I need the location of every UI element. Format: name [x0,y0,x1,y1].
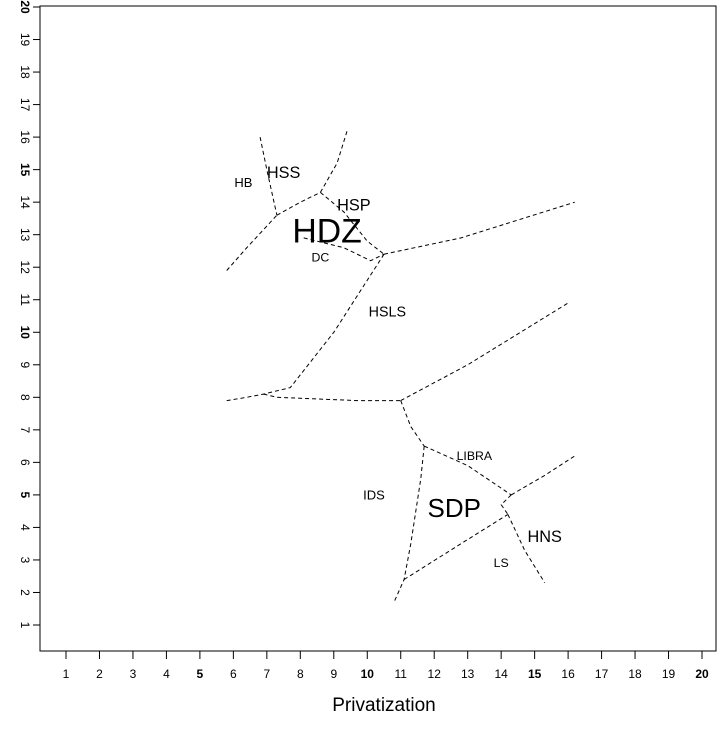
party-label-hss: HSS [267,164,301,182]
boundary-line [303,237,385,262]
party-label-hdz: HDZ [292,212,361,250]
y-tick-label: 5 [18,492,32,499]
boundary-line [507,514,546,583]
x-tick-label: 4 [163,667,170,681]
x-tick-label: 14 [494,667,508,681]
x-tick-label: 2 [96,667,103,681]
party-label-libra: LIBRA [457,449,493,463]
boundary-line [403,513,509,580]
y-tick-label: 11 [18,294,32,307]
boundary-line [500,494,512,515]
y-tick-label: 16 [18,130,32,144]
party-label-hns: HNS [527,528,562,546]
y-tick-label: 8 [18,394,32,401]
boundary-line [263,393,401,402]
x-tick-label: 1 [63,667,70,681]
boundary-line [383,201,575,255]
x-tick-label: 15 [528,667,542,681]
boundary-lines [226,130,576,603]
x-tick-label: 10 [361,667,375,681]
y-tick-label: 17 [18,98,32,112]
party-labels: HDZ HSS HB HSP DC HSLS LIBRA IDS SDP HNS LS [234,164,562,570]
x-tick-label: 18 [628,667,642,681]
x-tick-label: 19 [662,667,676,681]
x-tick-label: 17 [595,667,609,681]
x-tick-label: 13 [461,667,475,681]
boundary-line [400,400,425,447]
x-tick-label: 7 [263,667,270,681]
boundary-line [259,136,278,216]
boundary-line [400,302,569,402]
boundary-line [510,455,576,496]
boundary-line [226,393,264,402]
x-axis: 1 2 3 4 5 6 7 8 9 10 11 12 13 14 15 16 17 18 19 20 [63,650,709,681]
y-tick-label: 4 [18,524,32,531]
x-tick-label: 3 [130,667,137,681]
party-label-hsls: HSLS [369,305,406,321]
x-tick-label: 16 [561,667,575,681]
x-tick-label: 12 [428,667,442,681]
y-tick-label: 1 [18,622,32,629]
y-tick-label: 14 [18,195,32,209]
y-tick-label: 15 [18,163,32,177]
y-tick-label: 7 [18,426,32,433]
y-tick-label: 9 [18,361,32,368]
boundary-line [319,130,348,193]
boundary-line [320,192,385,255]
party-label-ids: IDS [363,487,385,502]
party-label-sdp: SDP [428,493,481,523]
party-label-hb: HB [234,175,252,190]
y-tick-label: 10 [18,326,32,340]
x-tick-label: 20 [695,667,709,681]
boundary-line [276,191,321,216]
x-tick-label: 11 [395,667,408,681]
y-tick-label: 3 [18,557,32,564]
x-tick-label: 5 [197,667,204,681]
y-tick-label: 19 [18,33,32,47]
x-tick-label: 9 [330,667,337,681]
party-label-hsp: HSP [337,196,370,214]
party-label-ls: LS [494,556,509,570]
y-tick-label: 12 [18,261,32,275]
boundary-line [423,445,512,496]
boundary-line [263,253,385,395]
y-tick-label: 6 [18,459,32,466]
boundary-line [226,214,278,271]
party-label-dc: DC [312,250,330,264]
y-tick-label: 20 [18,0,32,14]
x-tick-label: 8 [297,667,304,681]
boundary-line [393,446,425,603]
y-tick-label: 13 [18,228,32,242]
y-tick-label: 2 [18,589,32,596]
y-tick-label: 18 [18,65,32,79]
x-tick-label: 6 [230,667,237,681]
x-axis-title: Privatization [332,695,436,716]
